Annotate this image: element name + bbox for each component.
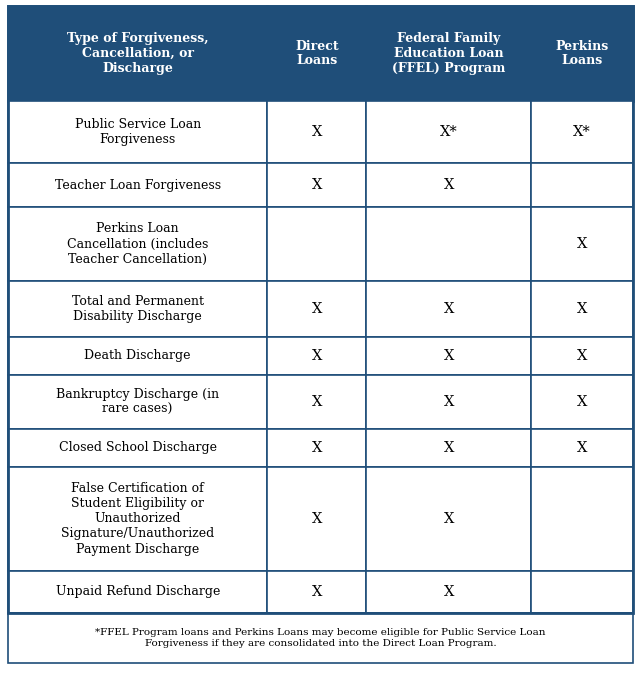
- Bar: [8, 207, 267, 281]
- Text: X*: X*: [573, 125, 591, 139]
- Bar: [531, 571, 633, 613]
- Bar: [366, 571, 531, 613]
- Bar: [531, 207, 633, 281]
- Bar: [531, 163, 633, 207]
- Bar: [8, 337, 267, 375]
- Text: X: X: [577, 349, 587, 363]
- Bar: [531, 467, 633, 571]
- Text: X: X: [444, 178, 454, 192]
- Text: X: X: [444, 395, 454, 409]
- Bar: [267, 429, 366, 467]
- Bar: [8, 101, 267, 163]
- Bar: [366, 375, 531, 429]
- Text: *FFEL Program loans and Perkins Loans may become eligible for Public Service Loa: *FFEL Program loans and Perkins Loans ma…: [96, 628, 545, 647]
- Bar: [8, 163, 267, 207]
- Text: X: X: [577, 395, 587, 409]
- Text: Perkins
Loans: Perkins Loans: [556, 39, 609, 67]
- Text: Total and Permanent
Disability Discharge: Total and Permanent Disability Discharge: [72, 295, 204, 323]
- Bar: [366, 207, 531, 281]
- Text: X: X: [312, 302, 322, 316]
- Bar: [267, 207, 366, 281]
- Text: Teacher Loan Forgiveness: Teacher Loan Forgiveness: [54, 178, 221, 191]
- Bar: [366, 429, 531, 467]
- Text: Direct
Loans: Direct Loans: [295, 39, 338, 67]
- Text: Closed School Discharge: Closed School Discharge: [59, 442, 217, 455]
- Text: X: X: [444, 512, 454, 526]
- Text: X: X: [312, 585, 322, 599]
- Text: X: X: [312, 395, 322, 409]
- Text: X: X: [577, 441, 587, 455]
- Bar: [8, 467, 267, 571]
- Bar: [366, 6, 531, 101]
- Text: Public Service Loan
Forgiveness: Public Service Loan Forgiveness: [74, 118, 201, 146]
- Bar: [8, 6, 267, 101]
- Bar: [267, 163, 366, 207]
- Bar: [531, 337, 633, 375]
- Text: X*: X*: [440, 125, 458, 139]
- Bar: [267, 101, 366, 163]
- Text: Federal Family
Education Loan
(FFEL) Program: Federal Family Education Loan (FFEL) Pro…: [392, 32, 505, 75]
- Bar: [267, 467, 366, 571]
- Bar: [531, 281, 633, 337]
- Bar: [8, 571, 267, 613]
- Text: X: X: [444, 349, 454, 363]
- Text: Type of Forgiveness,
Cancellation, or
Discharge: Type of Forgiveness, Cancellation, or Di…: [67, 32, 208, 75]
- Bar: [8, 375, 267, 429]
- Text: Death Discharge: Death Discharge: [85, 350, 191, 363]
- Text: X: X: [577, 302, 587, 316]
- Bar: [531, 429, 633, 467]
- Text: X: X: [312, 512, 322, 526]
- Bar: [366, 467, 531, 571]
- Text: False Certification of
Student Eligibility or
Unauthorized
Signature/Unauthorize: False Certification of Student Eligibili…: [61, 482, 214, 555]
- Bar: [531, 375, 633, 429]
- Text: X: X: [577, 237, 587, 251]
- Text: X: X: [444, 585, 454, 599]
- Bar: [366, 101, 531, 163]
- Bar: [531, 101, 633, 163]
- Bar: [366, 281, 531, 337]
- Text: X: X: [312, 125, 322, 139]
- Text: X: X: [444, 302, 454, 316]
- Text: X: X: [312, 441, 322, 455]
- Bar: [366, 163, 531, 207]
- Bar: [267, 571, 366, 613]
- Bar: [267, 6, 366, 101]
- Bar: [8, 6, 633, 613]
- Bar: [267, 337, 366, 375]
- Bar: [8, 429, 267, 467]
- Text: Bankruptcy Discharge (in
rare cases): Bankruptcy Discharge (in rare cases): [56, 388, 219, 416]
- Bar: [366, 337, 531, 375]
- Text: X: X: [444, 441, 454, 455]
- Text: Perkins Loan
Cancellation (includes
Teacher Cancellation): Perkins Loan Cancellation (includes Teac…: [67, 222, 208, 266]
- Bar: [8, 613, 633, 663]
- Bar: [267, 281, 366, 337]
- Text: X: X: [312, 178, 322, 192]
- Bar: [531, 6, 633, 101]
- Bar: [8, 281, 267, 337]
- Bar: [267, 375, 366, 429]
- Text: X: X: [312, 349, 322, 363]
- Text: Unpaid Refund Discharge: Unpaid Refund Discharge: [56, 585, 220, 599]
